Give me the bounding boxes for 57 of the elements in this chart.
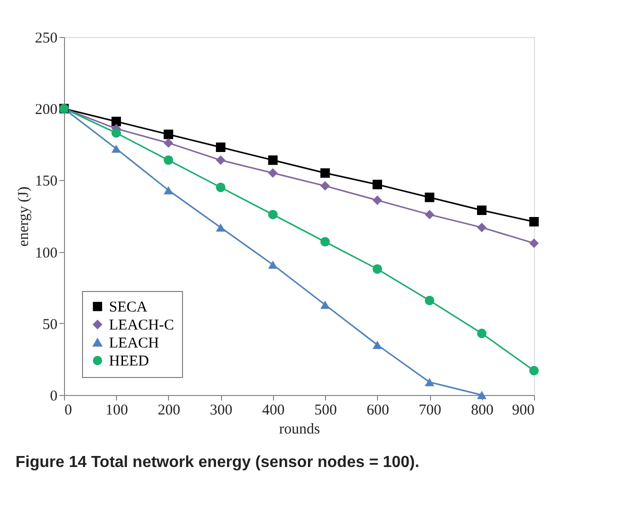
x-tick-label: 200 xyxy=(158,402,180,418)
point xyxy=(268,168,278,178)
point xyxy=(372,340,382,349)
point xyxy=(111,144,121,153)
point xyxy=(320,181,330,191)
x-tick-label: 800 xyxy=(471,402,494,418)
x-tick-label: 500 xyxy=(314,402,337,418)
point xyxy=(477,328,487,338)
point xyxy=(164,155,174,165)
point xyxy=(529,216,539,226)
point xyxy=(216,155,226,165)
y-axis-title: energy (J) xyxy=(16,186,32,247)
x-tick-label: 900 xyxy=(512,402,534,418)
legend-label: LEACH xyxy=(109,336,160,352)
legend-label: SECA xyxy=(109,300,148,316)
x-axis-title: rounds xyxy=(279,422,320,438)
point xyxy=(529,366,539,376)
point xyxy=(164,130,174,140)
point xyxy=(372,180,382,190)
point xyxy=(164,138,174,148)
y-tick-label: 150 xyxy=(35,174,58,190)
point xyxy=(424,296,434,306)
x-tick-label: 400 xyxy=(262,402,285,418)
legend-label: LEACH-C xyxy=(109,318,174,334)
x-tick-label: 600 xyxy=(366,402,390,418)
point xyxy=(111,116,121,126)
point xyxy=(424,210,434,220)
x-tick-label: 0 xyxy=(64,402,72,418)
point xyxy=(477,222,487,232)
text: Figure 14 Total network energy (sensor nodes = 100). xyxy=(16,454,420,471)
x-tick-label: 100 xyxy=(105,402,128,418)
point xyxy=(320,168,330,178)
x-tick-label: 700 xyxy=(418,402,442,418)
y-tick-label: 50 xyxy=(42,316,58,333)
point xyxy=(216,182,226,192)
y-tick-label: 100 xyxy=(35,245,58,262)
point xyxy=(111,128,121,138)
point xyxy=(372,196,382,205)
point xyxy=(372,264,382,274)
point xyxy=(268,210,278,220)
point xyxy=(216,142,226,152)
point xyxy=(424,378,434,386)
point xyxy=(320,300,330,309)
point xyxy=(529,238,539,248)
point xyxy=(164,186,174,194)
point xyxy=(320,237,330,247)
y-tick-label: 0 xyxy=(50,388,58,404)
x-tick-label: 300 xyxy=(210,402,232,418)
point xyxy=(477,206,487,216)
point xyxy=(424,192,434,202)
point xyxy=(477,390,487,400)
point xyxy=(268,260,278,269)
legend-label: HEED xyxy=(109,354,150,370)
point xyxy=(216,223,226,232)
y-tick-label: 250 xyxy=(35,30,58,46)
y-tick-label: 200 xyxy=(35,102,58,118)
point xyxy=(268,155,278,165)
